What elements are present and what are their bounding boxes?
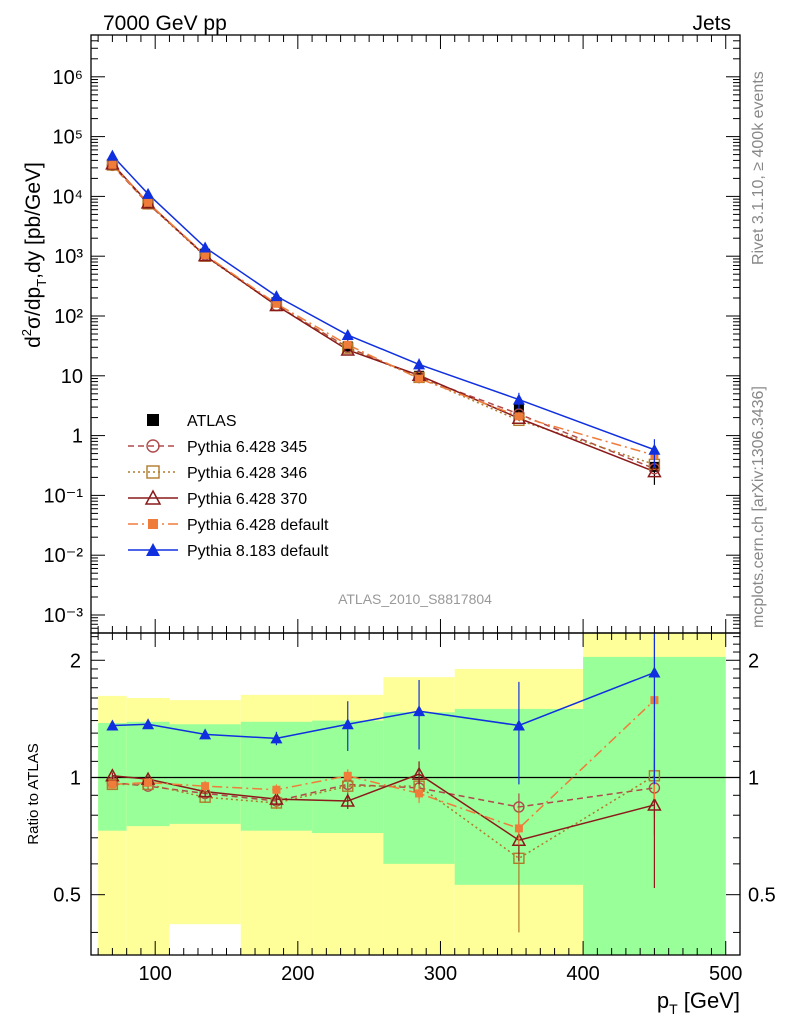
legend-label-pythia-6-428-default: Pythia 6.428 default <box>187 517 329 534</box>
ratio-point-pythia-8-183-default <box>270 732 283 744</box>
ratio-point-pythia-6-428-370 <box>647 797 662 811</box>
y-tick-label: 10⁵ <box>52 127 83 149</box>
main-point-pythia-6-428-370 <box>647 464 662 478</box>
y-tick-label: 10⁻¹ <box>44 485 84 507</box>
main-point-pythia-6-428-default <box>201 250 210 259</box>
ratio-y-tick-label: 0.5 <box>748 885 776 907</box>
ratio-point-pythia-6-428-370 <box>269 791 284 805</box>
ratio-y-tick-label: 2 <box>70 650 81 672</box>
x-axis-title: pT [GeV] <box>657 988 740 1017</box>
main-line-pythia-8-183-default <box>111 155 655 451</box>
legend-label-pythia-6-428-346: Pythia 6.428 346 <box>187 465 307 482</box>
ratio-point-pythia-6-428-370 <box>197 784 213 798</box>
svg-text:pT [GeV]: pT [GeV] <box>657 988 740 1017</box>
main-line-pythia-6-428-default <box>111 164 655 456</box>
ratio-point-pythia-6-428-default <box>272 785 281 794</box>
y-tick-label: 10⁻³ <box>44 605 84 627</box>
analysis-label: ATLAS_2010_S8817804 <box>338 591 492 607</box>
y-tick-label: 10² <box>54 306 83 328</box>
main-point-pythia-6-428-370 <box>340 342 356 356</box>
legend-label-pythia-8-183-default: Pythia 8.183 default <box>187 543 329 560</box>
axes-frames: 10⁻³ 10⁻² 10⁻¹ 1 10 10² 10³ 10⁴ 10⁵ 10⁶ 0.5 0.5 1 1 2 2… <box>44 34 776 985</box>
ratio-point-pythia-8-183-default <box>106 719 119 731</box>
legend-label-pythia-6-428-345: Pythia 6.428 345 <box>187 439 307 456</box>
y-tick-label: 1 <box>72 426 83 448</box>
band-green <box>169 724 241 824</box>
ratio-y-tick-label: 2 <box>748 650 759 672</box>
series-markers <box>105 149 662 933</box>
legend-marker-pythia-8-183-default <box>146 543 160 556</box>
legend-marker-pythia-6-428-default <box>148 519 158 529</box>
ratio-point-pythia-8-183-default <box>648 666 661 678</box>
ratio-line-pythia-6-428-default <box>112 699 655 830</box>
ratio-point-pythia-6-428-370 <box>411 766 427 780</box>
ratio-point-pythia-6-428-default <box>108 780 117 789</box>
mcplots-label: mcplots.cern.ch [arXiv:1306.3436] <box>750 386 767 628</box>
ratio-point-pythia-6-428-default <box>201 782 210 791</box>
main-y-axis-title: d2σ/dpT,dy [pb/GeV] <box>19 162 49 348</box>
ratio-point-pythia-6-428-370 <box>340 793 356 807</box>
header-left: 7000 GeV pp <box>103 12 227 35</box>
ratio-line-pythia-8-183-default <box>112 671 655 740</box>
legend-label-atlas: ATLAS <box>187 413 237 430</box>
ratio-y-axis-title: Ratio to ATLAS <box>25 743 42 844</box>
legend-label-pythia-6-428-370: Pythia 6.428 370 <box>187 491 307 508</box>
main-point-pythia-6-428-default <box>415 374 424 383</box>
legend-marker-atlas <box>147 414 159 426</box>
x-tick-label: 200 <box>281 963 314 985</box>
ratio-point-pythia-8-183-default <box>199 728 212 740</box>
header-right: Jets <box>692 12 731 35</box>
y-tick-label: 10 <box>61 366 83 388</box>
ratio-line-pythia-6-428-346 <box>112 775 655 860</box>
main-point-pythia-6-428-default <box>272 299 281 308</box>
ratio-line-pythia-6-428-370 <box>112 773 655 842</box>
main-point-pythia-6-428-default <box>108 160 117 169</box>
y-tick-label: 10³ <box>54 246 83 268</box>
x-tick-label: 500 <box>709 963 742 985</box>
legend-marker-pythia-6-428-345 <box>146 439 160 453</box>
ratio-line-pythia-6-428-345 <box>112 781 655 808</box>
ratio-point-pythia-8-183-default <box>512 719 525 731</box>
main-point-pythia-6-428-default <box>514 412 523 421</box>
ratio-point-pythia-6-428-default <box>514 824 523 833</box>
main-point-pythia-8-183-default <box>413 358 426 370</box>
main-point-pythia-8-183-default <box>648 443 661 455</box>
x-tick-label: 400 <box>566 963 599 985</box>
y-tick-label: 10⁻² <box>44 545 84 567</box>
series-lines <box>111 155 655 860</box>
main-point-pythia-8-183-default <box>512 393 525 405</box>
x-tick-label: 100 <box>138 963 171 985</box>
ratio-point-pythia-8-183-default <box>142 718 155 730</box>
ratio-frame <box>90 632 741 956</box>
legend-marker-pythia-6-428-370 <box>144 489 162 505</box>
main-point-pythia-8-183-default <box>199 241 212 253</box>
rivet-label: Rivet 3.1.10, ≥ 400k events <box>750 71 767 265</box>
ratio-point-pythia-8-183-default <box>413 705 426 717</box>
ratio-point-pythia-8-183-default <box>341 718 354 730</box>
main-point-pythia-6-428-default <box>343 340 352 349</box>
main-point-pythia-8-183-default <box>142 187 155 199</box>
ratio-y-tick-label: 1 <box>748 767 759 789</box>
ratio-point-pythia-6-428-346 <box>106 778 119 791</box>
ratio-point-pythia-6-428-default <box>144 778 153 787</box>
ratio-point-pythia-6-428-370 <box>511 832 527 846</box>
main-point-pythia-8-183-default <box>341 329 354 341</box>
ratio-point-pythia-6-428-default <box>415 789 424 798</box>
ratio-point-pythia-6-428-default <box>343 771 352 780</box>
ratio-y-tick-label: 1 <box>70 767 81 789</box>
y-tick-label: 10⁶ <box>53 67 83 89</box>
main-point-pythia-8-183-default <box>106 149 119 161</box>
legend: ATLAS Pythia 6.428 345 Pythia 6.428 346 Pyt… <box>128 413 329 560</box>
x-tick-label: 300 <box>424 963 457 985</box>
ratio-y-tick-label: 0.5 <box>53 885 81 907</box>
main-point-pythia-6-428-default <box>144 198 153 207</box>
svg-text:d2σ/dpT,dy [pb/GeV]: d2σ/dpT,dy [pb/GeV] <box>19 162 49 348</box>
main-point-pythia-8-183-default <box>270 290 283 302</box>
legend-marker-pythia-6-428-346 <box>146 465 160 479</box>
y-tick-label: 10⁴ <box>52 186 83 208</box>
